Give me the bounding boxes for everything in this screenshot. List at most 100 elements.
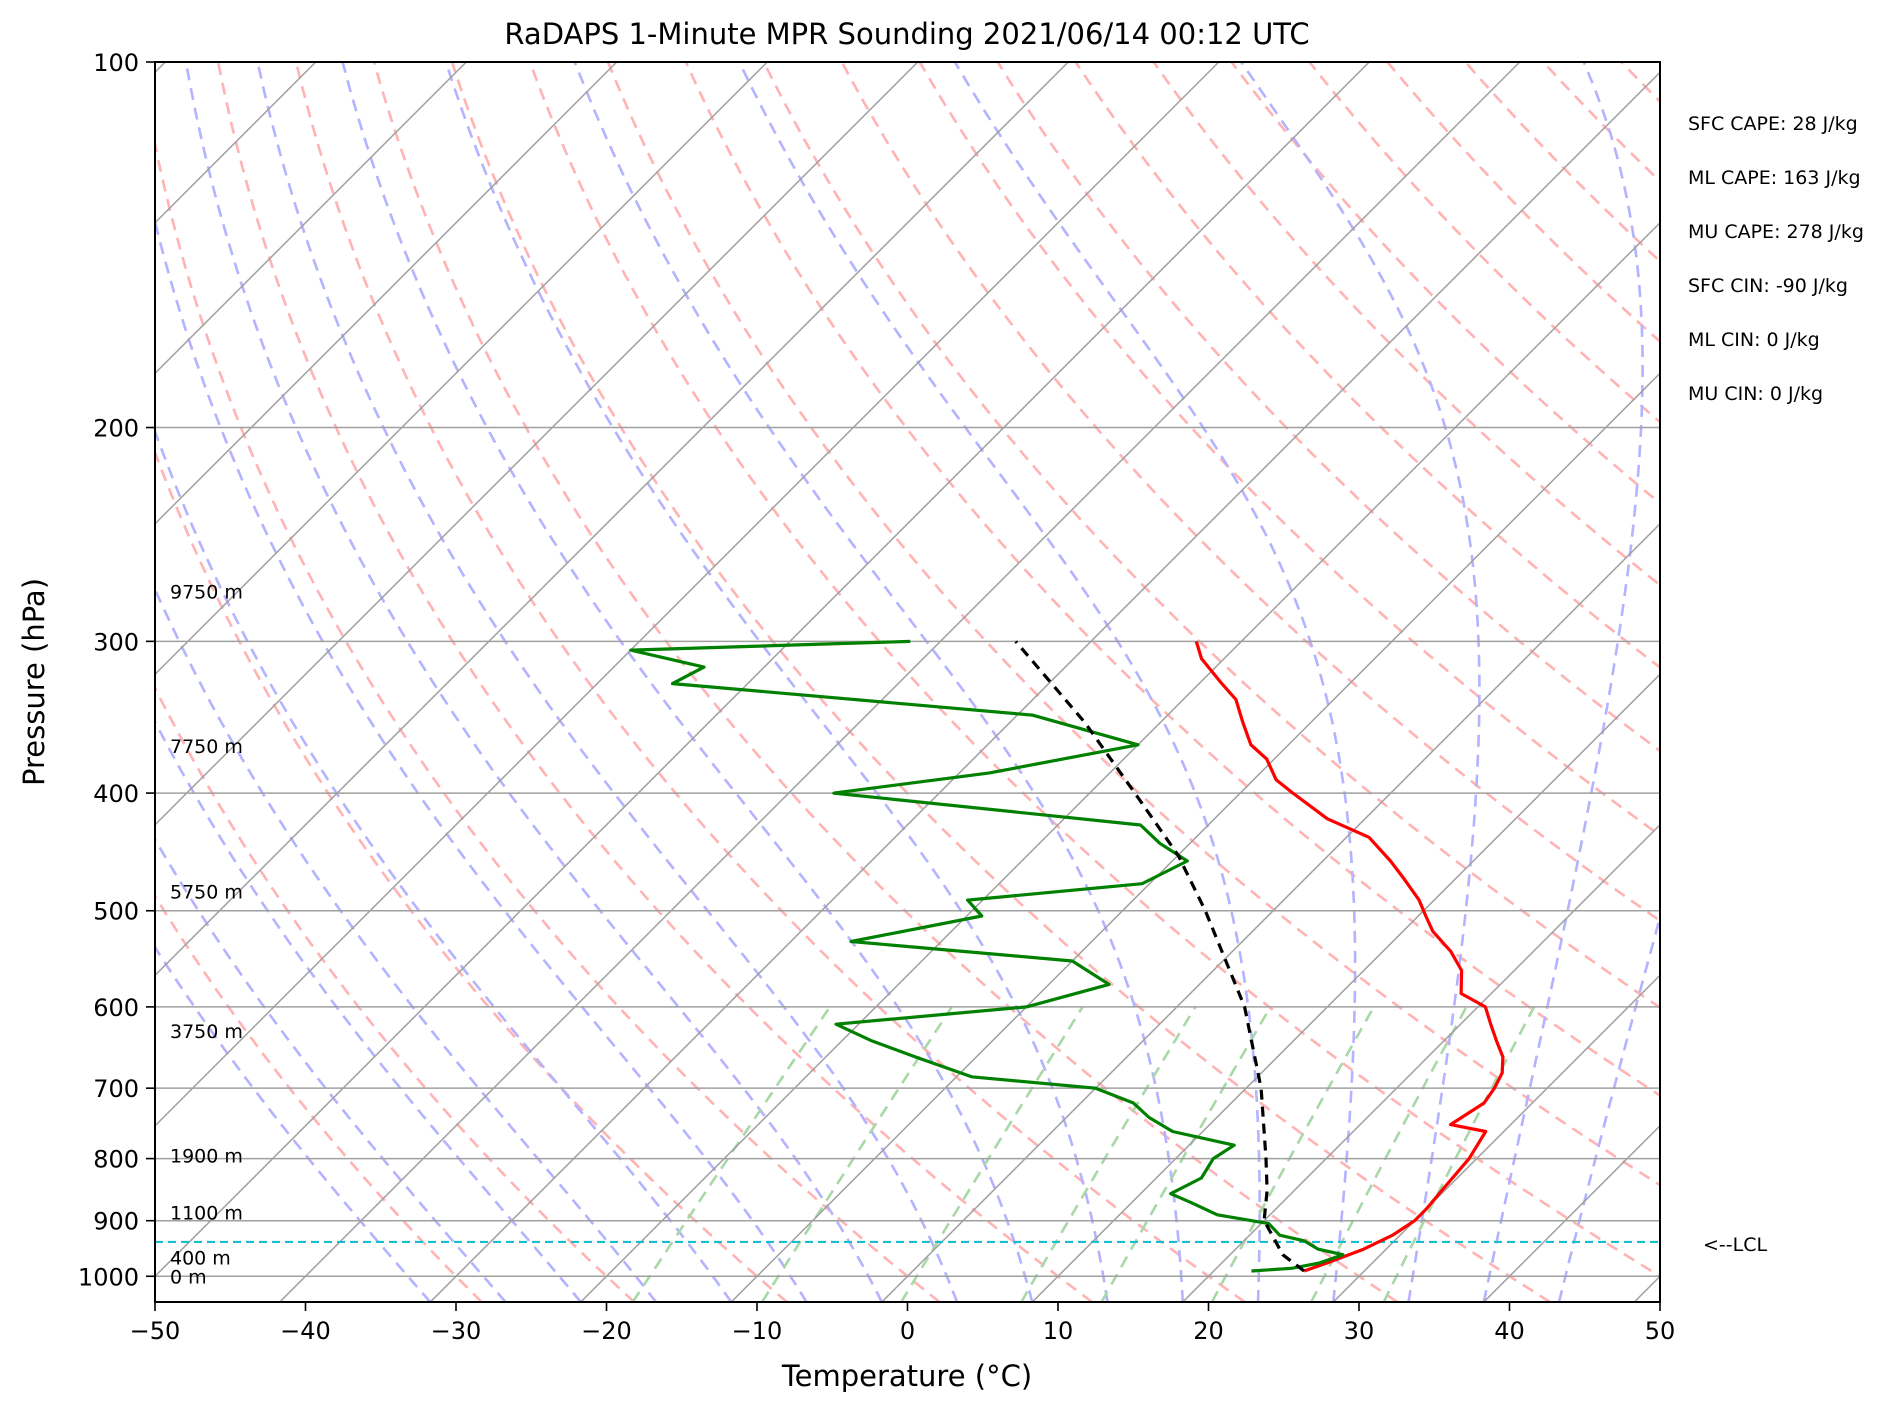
isotherm-line xyxy=(429,71,1660,1302)
isotherm-line xyxy=(155,62,618,525)
isotherm-line xyxy=(155,62,1370,1278)
height-label: 5750 m xyxy=(170,881,243,903)
dewpoint-line xyxy=(629,639,1345,1273)
temperature-line xyxy=(1194,640,1505,1273)
isotherm-line xyxy=(155,62,919,826)
dry-adiabat-line xyxy=(1074,62,1660,670)
isotherm-line xyxy=(1332,974,1660,1302)
y-tick-label: 100 xyxy=(93,49,139,77)
isotherm-line xyxy=(0,62,15,1302)
stat-annotation: SFC CIN: -90 J/kg xyxy=(1688,275,1848,297)
dry-adiabat-line xyxy=(216,62,1093,1302)
moist-adiabat-line xyxy=(444,62,1109,1302)
isotherm-line xyxy=(1633,1275,1660,1302)
isotherm-line xyxy=(155,62,467,375)
moist-adiabat-line xyxy=(155,427,733,1302)
x-tick-label: 10 xyxy=(1043,1317,1074,1345)
y-tick-label: 400 xyxy=(93,780,139,808)
isotherm-line xyxy=(730,372,1660,1302)
dry-adiabat-line xyxy=(1152,62,1660,587)
y-tick-label: 200 xyxy=(93,415,139,443)
plot-frame xyxy=(154,61,1661,1303)
dry-adiabat-line xyxy=(155,893,483,1302)
mixing-ratio-line xyxy=(900,1006,1084,1302)
dry-adiabat-line xyxy=(294,62,1246,1302)
moist-adiabat-line xyxy=(341,62,1034,1302)
y-tick-label: 300 xyxy=(93,628,139,656)
y-tick-label: 500 xyxy=(93,898,139,926)
stat-annotation: MU CAPE: 278 J/kg xyxy=(1688,221,1864,243)
isotherm-line xyxy=(1182,823,1660,1302)
moist-adiabat-line xyxy=(256,62,959,1302)
y-tick-label: 700 xyxy=(93,1075,139,1103)
dry-adiabat-line xyxy=(450,62,1551,1302)
moist-adiabat-line xyxy=(184,62,883,1302)
height-label: 0 m xyxy=(170,1266,207,1288)
stats-panel: SFC CAPE: 28 J/kg ML CAPE: 163 J/kg MU CAP… xyxy=(1688,113,1864,405)
isotherm-line xyxy=(1483,1124,1660,1302)
moist-adiabat-line xyxy=(1240,62,1481,1302)
y-tick-label: 600 xyxy=(93,994,139,1022)
dry-adiabat-line xyxy=(1230,62,1660,505)
moist-adiabat-line xyxy=(573,62,1185,1302)
moist-adiabat-line xyxy=(155,216,808,1302)
mixing-ratio-line xyxy=(1020,1006,1197,1302)
moist-adiabat-line xyxy=(1482,62,1644,1302)
stat-annotation: ML CIN: 0 J/kg xyxy=(1688,329,1820,351)
dry-adiabat-line xyxy=(1699,62,1903,1302)
moist-adiabat-line xyxy=(155,836,507,1302)
height-label: 3750 m xyxy=(170,1021,243,1043)
dry-adiabat-line xyxy=(762,62,1660,1010)
dry-adiabat-line xyxy=(1542,62,1660,184)
stat-annotation: MU CIN: 0 J/kg xyxy=(1688,383,1823,405)
moist-adiabat-line xyxy=(1557,912,1660,1302)
x-tick-label: 30 xyxy=(1344,1317,1375,1345)
x-tick-label: 50 xyxy=(1645,1317,1676,1345)
mixing-ratio-line xyxy=(1210,1006,1375,1302)
isotherm-line xyxy=(1785,62,1903,1302)
x-tick-label: 40 xyxy=(1494,1317,1525,1345)
moist-adiabat-line xyxy=(155,586,658,1302)
isotherm-line xyxy=(881,522,1660,1302)
lcl-label: <--LCL xyxy=(1703,1234,1767,1256)
height-label: 400 m xyxy=(170,1247,231,1269)
mixing-ratio-line xyxy=(1382,1006,1536,1302)
y-tick-label: 1000 xyxy=(78,1263,139,1291)
isotherm-line xyxy=(580,221,1660,1302)
dry-adiabat-line xyxy=(1464,62,1660,264)
moist-adiabat-line xyxy=(155,944,432,1302)
dry-adiabat-line xyxy=(155,685,636,1302)
moist-adiabat-line xyxy=(738,62,1261,1302)
chart-title: RaDAPS 1-Minute MPR Sounding 2021/06/14 … xyxy=(504,17,1309,51)
x-tick-label: −30 xyxy=(431,1317,482,1345)
y-tick-label: 900 xyxy=(93,1208,139,1236)
isotherm-line xyxy=(155,62,768,676)
isotherm-line xyxy=(155,62,1069,977)
dry-adiabat-line xyxy=(528,62,1660,1278)
mixing-ratio-line xyxy=(1310,1006,1468,1302)
dry-adiabat-line xyxy=(155,138,941,1302)
series-layer xyxy=(629,639,1505,1273)
y-axis-title: Pressure (hPa) xyxy=(17,578,51,786)
dry-adiabat-line xyxy=(918,62,1660,837)
x-tick-label: −40 xyxy=(280,1317,331,1345)
x-axis-ticks: −50 −40 −30 −20 −10 0 10 20 30 40 50 xyxy=(130,1302,1676,1345)
x-tick-label: −20 xyxy=(581,1317,632,1345)
stat-annotation: ML CAPE: 163 J/kg xyxy=(1688,167,1861,189)
mixing-ratio-line xyxy=(631,1006,831,1302)
height-label: 1100 m xyxy=(170,1202,243,1224)
x-tick-label: −50 xyxy=(130,1317,181,1345)
mixing-ratio-line xyxy=(1100,1006,1272,1302)
y-tick-label: 800 xyxy=(93,1146,139,1174)
moist-adiabat-line xyxy=(953,62,1357,1302)
dry-adiabat-line xyxy=(996,62,1660,753)
dry-adiabat-line xyxy=(1386,62,1660,344)
y-axis-ticks: 100 200 300 400 500 600 700 800 900 1000 xyxy=(78,49,155,1291)
height-label: 7750 m xyxy=(170,736,243,758)
isotherm-line xyxy=(279,62,1521,1302)
height-label: 9750 m xyxy=(170,582,243,604)
height-label: 1900 m xyxy=(170,1145,243,1167)
isotherm-line xyxy=(1031,673,1660,1302)
x-tick-label: 0 xyxy=(900,1317,915,1345)
